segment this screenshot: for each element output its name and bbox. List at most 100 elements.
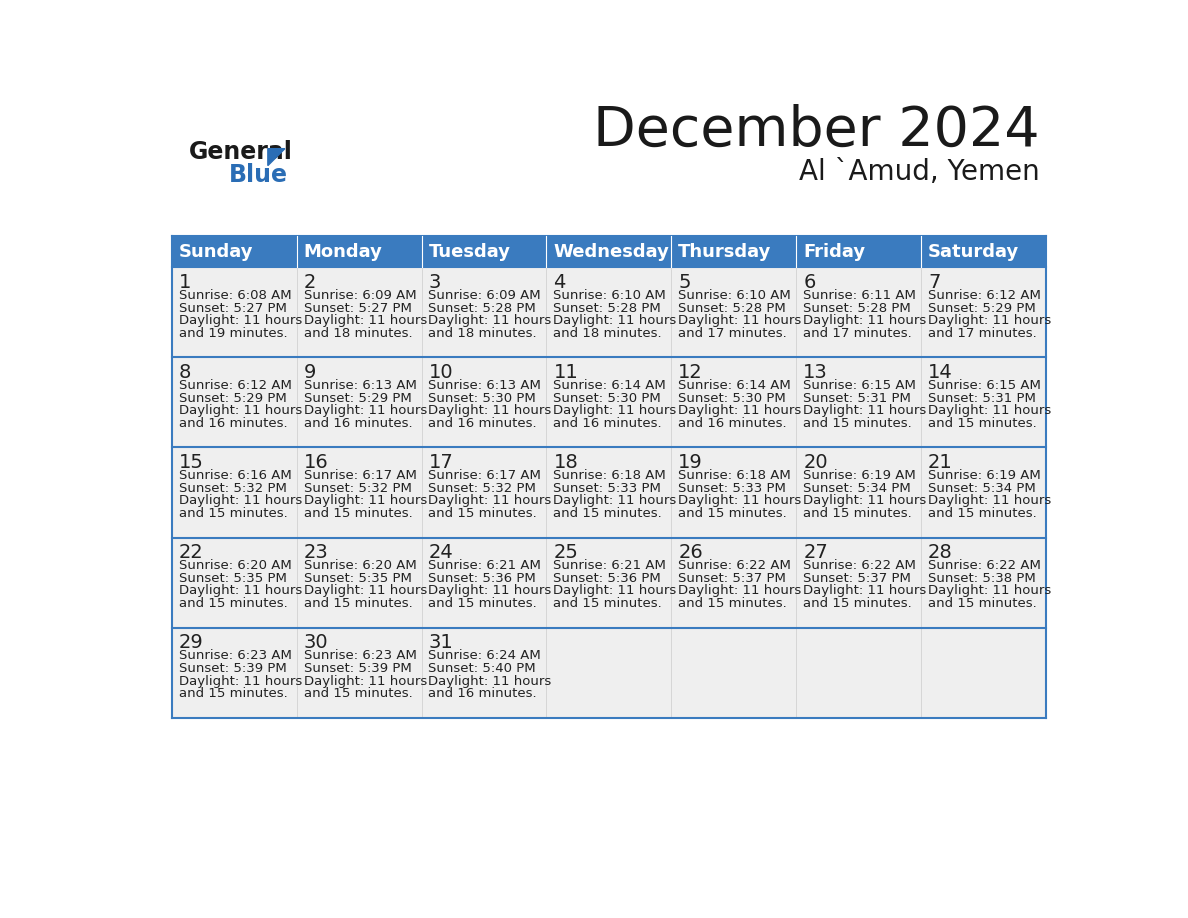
Text: Daylight: 11 hours: Daylight: 11 hours — [429, 404, 551, 418]
Text: Sunrise: 6:09 AM: Sunrise: 6:09 AM — [304, 289, 416, 302]
Text: Sunrise: 6:11 AM: Sunrise: 6:11 AM — [803, 289, 916, 302]
Text: and 17 minutes.: and 17 minutes. — [928, 327, 1037, 340]
Text: and 19 minutes.: and 19 minutes. — [178, 327, 287, 340]
Text: 21: 21 — [928, 453, 953, 472]
Text: and 16 minutes.: and 16 minutes. — [429, 688, 537, 700]
Text: Sunset: 5:34 PM: Sunset: 5:34 PM — [928, 482, 1036, 495]
Text: Sunset: 5:37 PM: Sunset: 5:37 PM — [803, 572, 911, 585]
FancyBboxPatch shape — [671, 628, 796, 718]
Text: Sunrise: 6:13 AM: Sunrise: 6:13 AM — [429, 379, 542, 392]
Text: Sunrise: 6:12 AM: Sunrise: 6:12 AM — [178, 379, 291, 392]
FancyBboxPatch shape — [422, 538, 546, 628]
FancyBboxPatch shape — [297, 267, 422, 357]
Text: Sunrise: 6:08 AM: Sunrise: 6:08 AM — [178, 289, 291, 302]
FancyBboxPatch shape — [172, 357, 297, 447]
Text: and 15 minutes.: and 15 minutes. — [178, 598, 287, 610]
Text: Sunset: 5:36 PM: Sunset: 5:36 PM — [429, 572, 536, 585]
Text: Sunrise: 6:10 AM: Sunrise: 6:10 AM — [678, 289, 791, 302]
Text: Sunset: 5:32 PM: Sunset: 5:32 PM — [429, 482, 536, 495]
Text: Sunset: 5:37 PM: Sunset: 5:37 PM — [678, 572, 786, 585]
Text: 28: 28 — [928, 543, 953, 562]
Text: 14: 14 — [928, 363, 953, 382]
Text: Daylight: 11 hours: Daylight: 11 hours — [928, 314, 1051, 327]
Text: Daylight: 11 hours: Daylight: 11 hours — [928, 404, 1051, 418]
Text: and 17 minutes.: and 17 minutes. — [678, 327, 786, 340]
Text: Sunset: 5:28 PM: Sunset: 5:28 PM — [429, 301, 536, 315]
Text: and 16 minutes.: and 16 minutes. — [304, 417, 412, 430]
Text: Sunset: 5:30 PM: Sunset: 5:30 PM — [554, 392, 662, 405]
Text: Sunset: 5:39 PM: Sunset: 5:39 PM — [304, 662, 411, 675]
FancyBboxPatch shape — [172, 628, 297, 718]
FancyBboxPatch shape — [172, 538, 297, 628]
FancyBboxPatch shape — [671, 267, 796, 357]
Text: 17: 17 — [429, 453, 454, 472]
Text: and 16 minutes.: and 16 minutes. — [678, 417, 786, 430]
Text: Sunset: 5:36 PM: Sunset: 5:36 PM — [554, 572, 662, 585]
Text: 16: 16 — [304, 453, 328, 472]
Text: and 16 minutes.: and 16 minutes. — [178, 417, 287, 430]
Text: Thursday: Thursday — [678, 243, 772, 261]
Text: Daylight: 11 hours: Daylight: 11 hours — [304, 675, 426, 688]
Text: Sunrise: 6:23 AM: Sunrise: 6:23 AM — [304, 649, 417, 662]
Text: and 15 minutes.: and 15 minutes. — [429, 598, 537, 610]
FancyBboxPatch shape — [422, 267, 546, 357]
Text: Daylight: 11 hours: Daylight: 11 hours — [178, 585, 302, 598]
Text: Sunrise: 6:22 AM: Sunrise: 6:22 AM — [928, 559, 1041, 572]
Text: Sunrise: 6:19 AM: Sunrise: 6:19 AM — [803, 469, 916, 482]
Polygon shape — [267, 149, 285, 165]
FancyBboxPatch shape — [422, 447, 546, 538]
Text: and 15 minutes.: and 15 minutes. — [803, 598, 912, 610]
Text: Tuesday: Tuesday — [429, 243, 511, 261]
Text: 15: 15 — [178, 453, 203, 472]
Text: and 15 minutes.: and 15 minutes. — [554, 507, 662, 521]
FancyBboxPatch shape — [546, 357, 671, 447]
Text: Daylight: 11 hours: Daylight: 11 hours — [178, 314, 302, 327]
Text: 18: 18 — [554, 453, 579, 472]
Text: Sunrise: 6:10 AM: Sunrise: 6:10 AM — [554, 289, 666, 302]
Text: Sunrise: 6:24 AM: Sunrise: 6:24 AM — [429, 649, 542, 662]
FancyBboxPatch shape — [297, 357, 422, 447]
Text: and 16 minutes.: and 16 minutes. — [554, 417, 662, 430]
FancyBboxPatch shape — [671, 447, 796, 538]
FancyBboxPatch shape — [921, 357, 1045, 447]
Text: Daylight: 11 hours: Daylight: 11 hours — [429, 585, 551, 598]
Text: and 15 minutes.: and 15 minutes. — [928, 507, 1037, 521]
FancyBboxPatch shape — [796, 447, 921, 538]
Text: Sunrise: 6:14 AM: Sunrise: 6:14 AM — [678, 379, 791, 392]
Text: Daylight: 11 hours: Daylight: 11 hours — [803, 314, 927, 327]
Text: Sunrise: 6:23 AM: Sunrise: 6:23 AM — [178, 649, 291, 662]
Text: 31: 31 — [429, 633, 454, 652]
Text: Sunset: 5:35 PM: Sunset: 5:35 PM — [304, 572, 411, 585]
Text: Sunset: 5:30 PM: Sunset: 5:30 PM — [429, 392, 536, 405]
Text: Sunrise: 6:21 AM: Sunrise: 6:21 AM — [429, 559, 542, 572]
Text: Sunset: 5:29 PM: Sunset: 5:29 PM — [304, 392, 411, 405]
FancyBboxPatch shape — [921, 628, 1045, 718]
Text: Daylight: 11 hours: Daylight: 11 hours — [803, 495, 927, 508]
Text: Daylight: 11 hours: Daylight: 11 hours — [429, 675, 551, 688]
Text: and 15 minutes.: and 15 minutes. — [678, 598, 786, 610]
Text: General: General — [189, 140, 292, 164]
FancyBboxPatch shape — [422, 628, 546, 718]
Text: Daylight: 11 hours: Daylight: 11 hours — [803, 585, 927, 598]
Text: Sunset: 5:33 PM: Sunset: 5:33 PM — [554, 482, 662, 495]
Text: and 15 minutes.: and 15 minutes. — [928, 417, 1037, 430]
Text: 5: 5 — [678, 273, 690, 292]
Text: December 2024: December 2024 — [593, 104, 1040, 158]
Text: and 15 minutes.: and 15 minutes. — [304, 598, 412, 610]
FancyBboxPatch shape — [796, 357, 921, 447]
Text: Daylight: 11 hours: Daylight: 11 hours — [178, 495, 302, 508]
FancyBboxPatch shape — [297, 447, 422, 538]
Text: Daylight: 11 hours: Daylight: 11 hours — [928, 585, 1051, 598]
Text: 9: 9 — [304, 363, 316, 382]
Text: 27: 27 — [803, 543, 828, 562]
Text: and 18 minutes.: and 18 minutes. — [429, 327, 537, 340]
Text: Sunrise: 6:22 AM: Sunrise: 6:22 AM — [803, 559, 916, 572]
Text: Daylight: 11 hours: Daylight: 11 hours — [429, 314, 551, 327]
Text: Daylight: 11 hours: Daylight: 11 hours — [678, 585, 802, 598]
Text: Sunset: 5:39 PM: Sunset: 5:39 PM — [178, 662, 286, 675]
Text: 26: 26 — [678, 543, 703, 562]
Text: Sunrise: 6:09 AM: Sunrise: 6:09 AM — [429, 289, 541, 302]
Text: and 15 minutes.: and 15 minutes. — [803, 507, 912, 521]
Text: 1: 1 — [178, 273, 191, 292]
FancyBboxPatch shape — [422, 357, 546, 447]
